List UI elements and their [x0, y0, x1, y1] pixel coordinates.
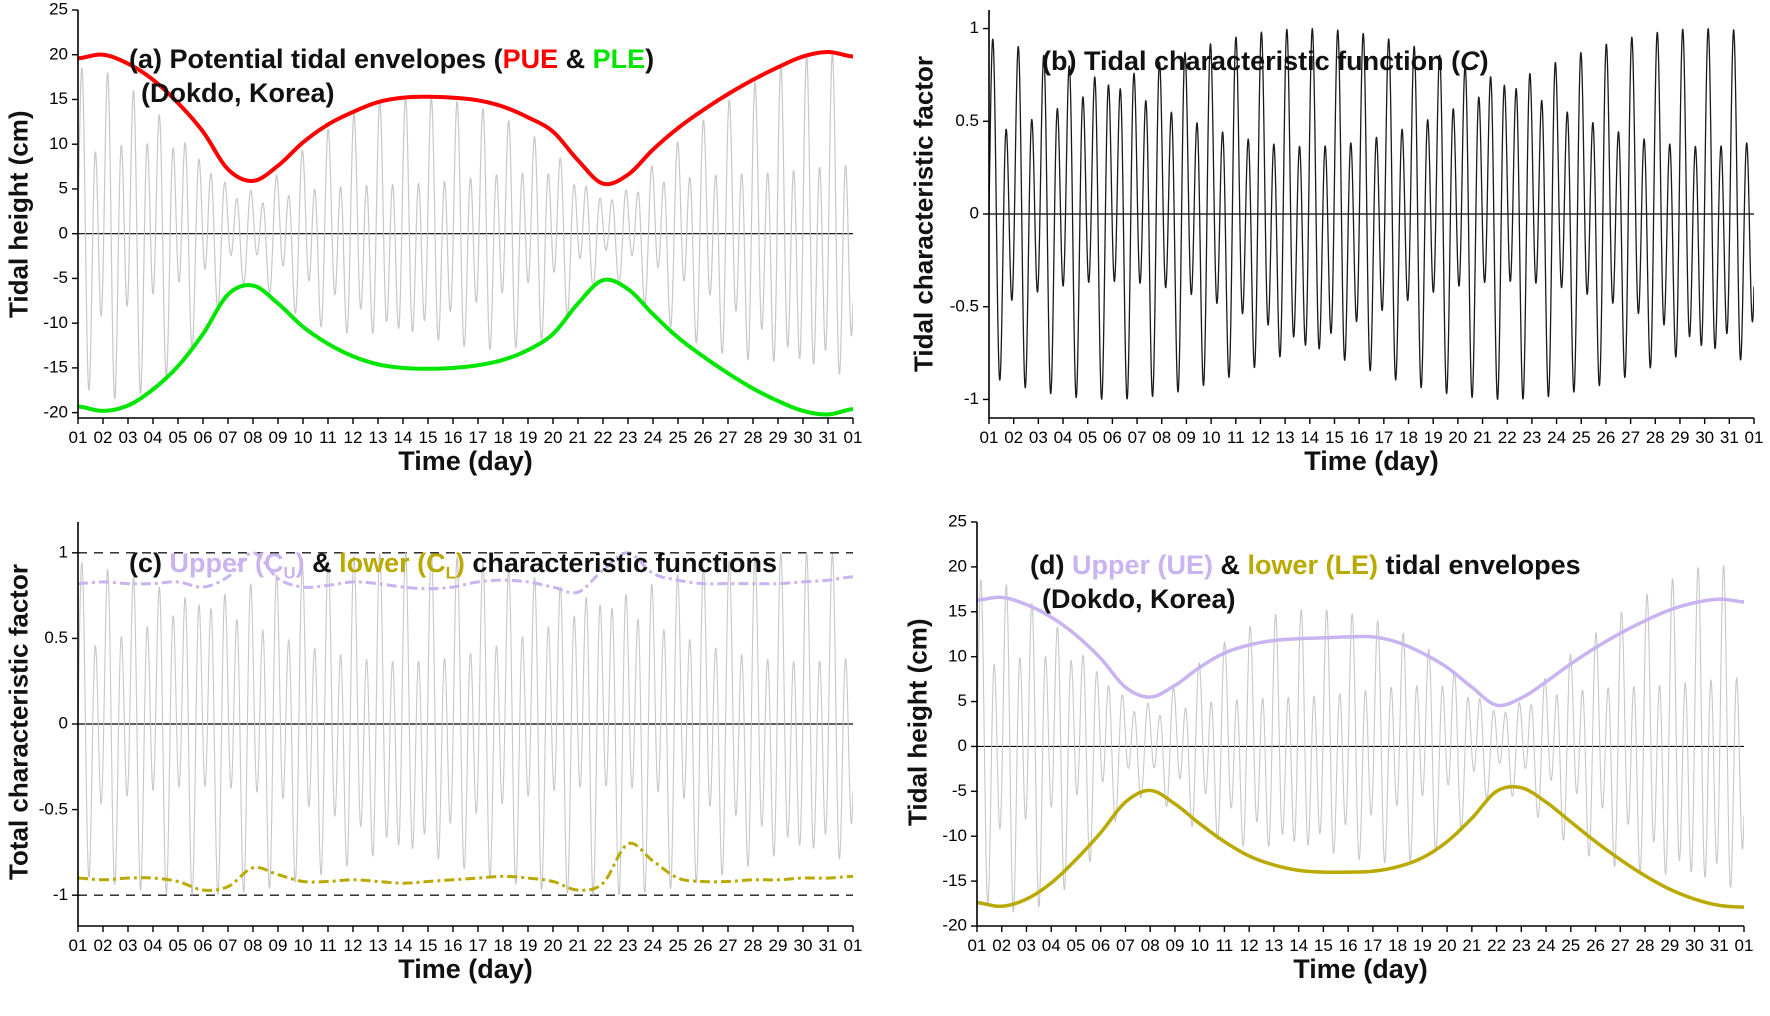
panel-b-x-axis-label: Time (day) — [1304, 446, 1439, 476]
lower-cl-text: lower (C — [339, 548, 446, 578]
panel-b-title: (b) Tidal characteristic function (C) — [997, 10, 1489, 112]
panel-a-title-amp: & — [558, 44, 593, 74]
panel-a-y-axis-label: Tidal height (cm) — [3, 110, 34, 318]
panel-b-y-axis-label: Tidal characteristic factor — [908, 56, 939, 372]
panel-c-title-prefix: (c) — [129, 548, 170, 578]
panel-c-x-axis-label: Time (day) — [398, 954, 533, 984]
lower-cl-subscript: L — [445, 563, 456, 583]
panel-d-title-prefix: (d) — [1030, 550, 1072, 580]
panel-a: (a) Potential tidal envelopes (PUE & PLE… — [0, 0, 885, 508]
panel-c-title-suffix: characteristic functions — [464, 548, 777, 578]
upper-cu-close: ) — [295, 548, 305, 578]
lower-cl-close: ) — [455, 548, 465, 578]
panel-a-title-prefix: (a) Potential tidal envelopes ( — [129, 44, 503, 74]
panel-c-chart — [0, 508, 885, 1016]
panel-d-title-suffix: tidal envelopes — [1378, 550, 1581, 580]
panel-a-title-close: ) — [645, 44, 655, 74]
upper-cu-text: Upper (C — [169, 548, 284, 578]
panel-b-chart — [885, 0, 1770, 508]
upper-cu-subscript: U — [283, 563, 296, 583]
panel-a-subtitle: (Dokdo, Korea) — [141, 78, 335, 108]
panel-d-title-amp: & — [1213, 550, 1248, 580]
panel-d: (d) Upper (UE) & lower (LE) tidal envelo… — [885, 508, 1770, 1016]
panel-d-y-axis-label: Tidal height (cm) — [902, 618, 933, 826]
panel-d-title: (d) Upper (UE) & lower (LE) tidal envelo… — [985, 514, 1581, 684]
panel-d-subtitle: (Dokdo, Korea) — [1042, 584, 1236, 614]
lower-cl-legend-label: lower (CL) — [339, 548, 465, 582]
panel-c-title: (c) Upper (CU) & lower (CL) characterist… — [84, 512, 777, 624]
panel-d-chart — [885, 508, 1770, 1016]
panel-d-x-axis-label: Time (day) — [1293, 954, 1428, 984]
panel-c-y-axis-label: Total characteristic factor — [3, 564, 34, 880]
panel-a-title: (a) Potential tidal envelopes (PUE & PLE… — [84, 8, 654, 178]
panel-c-title-amp: & — [304, 548, 340, 578]
panel-c: (c) Upper (CU) & lower (CL) characterist… — [0, 508, 885, 1016]
pue-legend-label: PUE — [502, 44, 559, 74]
panel-a-chart — [0, 0, 885, 508]
panel-b: (b) Tidal characteristic function (C) Ti… — [885, 0, 1770, 508]
panel-b-title-close: ) — [1479, 46, 1489, 76]
upper-cu-legend-label: Upper (CU) — [169, 548, 305, 582]
ue-legend-label: Upper (UE) — [1072, 550, 1213, 580]
panel-b-title-prefix: (b) Tidal characteristic function ( — [1042, 46, 1461, 76]
panel-a-x-axis-label: Time (day) — [398, 446, 533, 476]
le-legend-label: lower (LE) — [1247, 550, 1379, 580]
ple-legend-label: PLE — [592, 44, 646, 74]
panel-b-title-c-symbol: C — [1460, 46, 1480, 76]
